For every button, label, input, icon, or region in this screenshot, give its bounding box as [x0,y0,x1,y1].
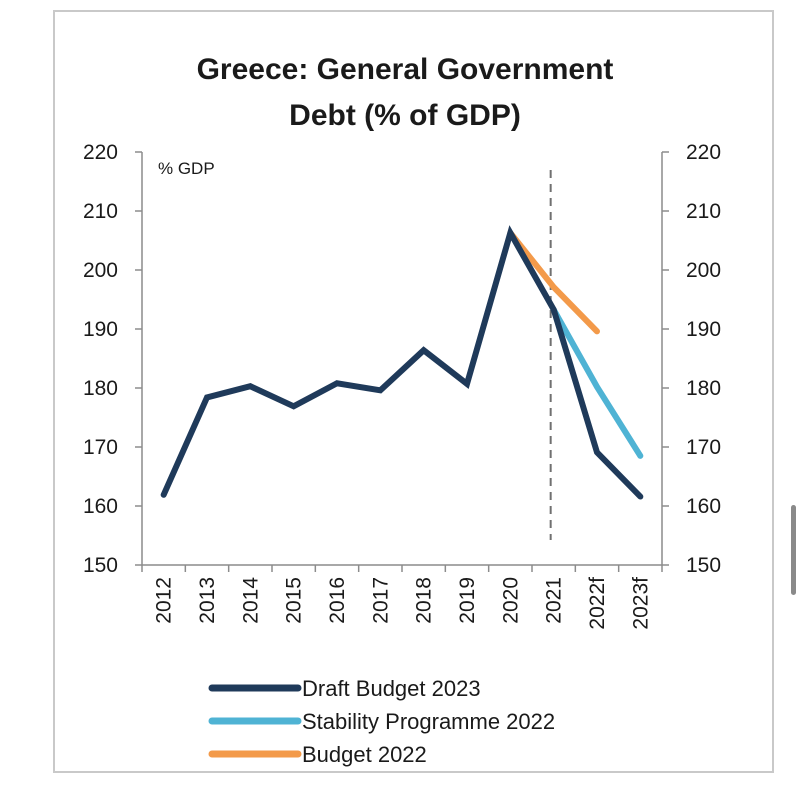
left-y-tick-label: 150 [83,554,118,577]
x-tick-label: 2013 [196,577,219,624]
series-line-stability-programme-2022 [550,306,644,459]
right-y-tick-label: 150 [686,554,721,577]
unit-label: % GDP [158,159,215,178]
left-y-tick-label: 210 [83,200,118,223]
x-tick-label: 2019 [456,577,479,624]
right-y-tick-label: 180 [686,377,721,400]
x-tick-label: 2018 [413,577,436,624]
left-y-tick-label: 160 [83,495,118,518]
x-tick-label: 2014 [239,577,262,624]
legend-label: Budget 2022 [302,742,427,767]
series-line-budget-2022 [507,229,600,335]
left-y-tick-label: 180 [83,377,118,400]
chart-frame [53,10,774,773]
chart-title-line-2: Debt (% of GDP) [289,99,521,132]
series-line-draft-budget-2023 [160,225,644,500]
x-tick-label: 2016 [326,577,349,624]
right-y-tick-label: 160 [686,495,721,518]
right-y-tick-label: 200 [686,259,721,282]
left-y-tick-label: 170 [83,436,118,459]
right-y-tick-label: 170 [686,436,721,459]
left-y-tick-label: 190 [83,318,118,341]
left-y-tick-label: 200 [83,259,118,282]
x-tick-label: 2015 [283,577,306,624]
chart-title-line-1: Greece: General Government [197,53,614,86]
right-y-tick-label: 220 [686,141,721,164]
legend-label: Draft Budget 2023 [302,676,481,701]
right-y-tick-label: 190 [686,318,721,341]
legend-label: Stability Programme 2022 [302,709,555,734]
x-tick-label: 2020 [499,577,522,624]
right-y-tick-label: 210 [686,200,721,223]
x-tick-label: 2023f [629,577,652,630]
x-tick-label: 2022f [586,577,609,630]
legend: Draft Budget 2023 Stability Programme 202… [208,676,555,767]
x-tick-label: 2012 [153,577,176,624]
left-y-tick-label: 220 [83,141,118,164]
x-tick-label: 2017 [369,577,392,624]
scrollbar-thumb[interactable] [791,505,796,595]
plot-area: 150 150 160 160 170 170 180 180 190 190 200 200 210 2… [83,141,721,630]
x-tick-label: 2021 [543,577,566,624]
